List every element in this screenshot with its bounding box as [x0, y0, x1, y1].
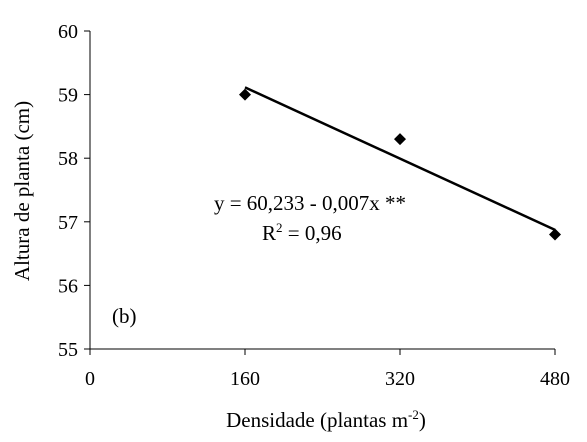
x-axis-label-tail: ) [419, 408, 426, 432]
x-tick-label: 0 [85, 368, 95, 390]
data-point [549, 228, 561, 241]
x-tick-label: 160 [230, 368, 260, 390]
y-tick-label: 59 [58, 85, 78, 107]
x-tick-label: 480 [540, 368, 570, 390]
x-tick-label: 320 [385, 368, 415, 390]
r2-suffix: = 0,96 [283, 221, 342, 245]
y-tick-label: 55 [58, 339, 78, 361]
y-tick-label: 56 [58, 275, 78, 297]
equation-label: y = 60,233 - 0,007x ** [214, 191, 406, 215]
axes: 55 56 57 58 59 60 0 160 320 480 [58, 21, 570, 390]
r2-label: R2 = 0,96 [262, 220, 342, 245]
y-tick-label: 57 [58, 212, 78, 234]
x-axis-label-superscript: -2 [408, 407, 419, 422]
r2-superscript: 2 [276, 220, 283, 235]
y-tick-label: 60 [58, 21, 78, 43]
x-axis-label-text: Densidade (plantas m [226, 408, 408, 432]
panel-label: (b) [112, 304, 137, 328]
marks [239, 86, 561, 241]
data-point [239, 88, 251, 101]
x-axis-label: Densidade (plantas m-2) [226, 407, 426, 432]
r2-prefix: R [262, 221, 276, 245]
data-point [394, 133, 406, 146]
trendline [244, 86, 556, 232]
y-tick-label: 58 [58, 148, 78, 170]
y-axis-label: Altura de planta (cm) [10, 101, 34, 281]
